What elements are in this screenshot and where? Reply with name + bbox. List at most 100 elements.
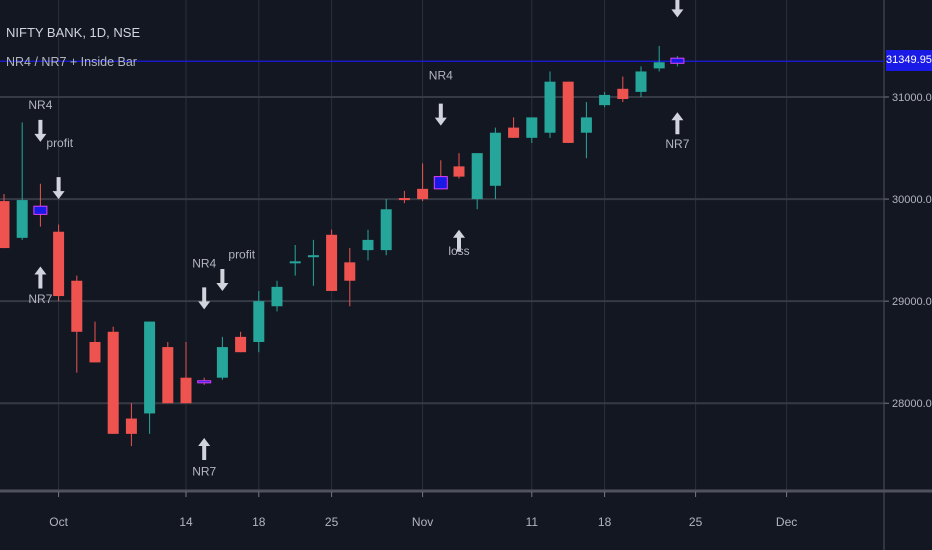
candle-body [398,198,410,201]
indicator-title[interactable]: NR4 / NR7 + Inside Bar [6,55,137,69]
candle [433,160,448,190]
candle-body [433,176,448,190]
annotation-label: NR7 [192,465,216,479]
annotation-label: NR7 [28,292,52,306]
annotation-label: loss [448,244,469,258]
candle-body [635,71,647,92]
annotation-label: NR4 [28,98,52,112]
annotation-label: NR4 [429,69,453,83]
candle [235,331,247,353]
candle-body [107,331,119,434]
candle-body [471,153,483,200]
annotation-label: NR7 [665,137,689,151]
x-tick-label: Oct [49,515,68,529]
candle [398,190,410,204]
candle [307,239,319,286]
arrow-down-icon [434,103,447,126]
candle-body [617,88,629,100]
y-tick-label: 28000.00 [892,398,932,410]
candle-body [526,117,538,138]
candle [562,81,574,143]
candle [599,91,611,108]
candle [617,76,629,103]
y-tick-label: 31000.00 [892,92,932,104]
candle-body [580,117,592,133]
x-tick-label: Dec [776,515,797,529]
candle [362,229,374,261]
candle [197,377,212,385]
x-tick-label: 18 [598,515,612,529]
candle-body [271,286,283,307]
candle-body [344,262,356,281]
candle [216,336,228,380]
arrow-down-icon [34,119,47,142]
candle-body [71,280,83,332]
candle [0,193,10,249]
candle-body [289,261,301,264]
x-tick-label: 18 [252,515,266,529]
candle [653,45,665,72]
annotation-label: NR4 [192,256,216,270]
candle-body [417,188,429,200]
candle-body [307,255,319,258]
candle [253,290,265,353]
candle-body [33,205,48,215]
x-tick-label: Nov [412,515,433,529]
candle [125,403,137,447]
candle-body [562,81,574,143]
candle-body [16,200,28,238]
candle-body [216,347,228,378]
symbol-title[interactable]: NIFTY BANK, 1D, NSE [6,25,141,40]
candle-body [670,57,685,64]
candle [326,229,338,291]
candle [180,341,192,404]
candle [580,102,592,159]
candle-body [380,209,392,251]
candle [144,321,156,434]
arrow-down-icon [216,268,229,291]
candle-body [180,377,192,404]
candle-body [489,132,501,186]
candle [526,117,538,143]
arrow-down-icon [671,0,684,18]
x-tick-label: 11 [526,515,539,529]
candle [670,56,685,67]
candle [289,245,301,276]
candle-body [53,231,65,297]
candle-body [453,166,465,177]
candle [508,117,520,138]
candle-body [326,234,338,291]
candle-body [89,341,101,363]
candle-body [125,418,137,434]
arrow-up-icon [453,229,465,252]
candle [471,153,483,210]
candle [380,199,392,256]
arrow-down-icon [198,287,211,310]
candle [271,280,283,312]
candle-body [144,321,156,414]
candle [453,153,465,179]
candle-body [253,301,265,342]
candle-body [197,380,212,384]
candle [544,71,556,138]
arrow-up-icon [34,266,47,289]
candle [417,163,429,202]
candle [16,122,28,240]
candle [489,127,501,200]
candle [71,275,83,373]
x-tick-label: 25 [689,515,703,529]
candle-body [162,347,174,404]
x-tick-label: 14 [179,515,193,529]
last-price-badge: 31349.95 [886,50,932,71]
candle-body [599,94,611,106]
arrow-up-icon [671,112,684,135]
candle [635,66,647,97]
candle-body [0,201,10,249]
x-tick-label: 25 [325,515,339,529]
y-tick-label: 30000.00 [892,194,932,206]
y-tick-label: 29000.00 [892,296,932,308]
candle-body [508,127,520,138]
candle [33,183,48,227]
